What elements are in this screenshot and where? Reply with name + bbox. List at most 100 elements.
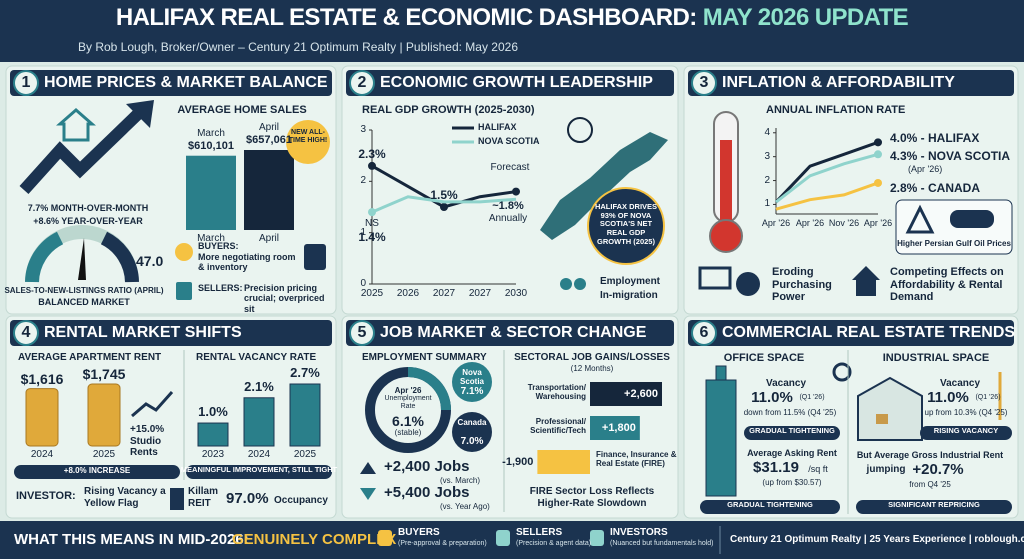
gauge-low [25,231,64,283]
callout-text: HALIFAX DRIVES 93% OF NOVA SCOTIA'S NET … [594,202,658,246]
gear-icon [832,362,852,382]
bar [289,383,321,447]
sellers-label: SELLERS: [198,283,243,293]
house-icon [56,108,96,142]
number-badge [13,70,39,96]
bar [87,383,121,447]
y-tick-label: Finance, Insurance & Real Estate (FIRE) [596,450,677,469]
building-icon [170,488,184,510]
panel-number: 3 [699,74,709,91]
trend-mom: 7.7% MONTH-OVER-MONTH [27,203,149,213]
footer-item: SELLERS [516,527,563,538]
label: But Average Gross Industrial Rent [856,450,1004,460]
point [874,138,882,147]
x-tick-label: 2024 [30,449,54,460]
footer-note: (Pre-approval & preparation) [398,540,487,547]
box-icon [876,414,888,424]
bar-value: 2.7% [290,365,320,380]
series-line [774,140,879,204]
gauge-status: BALANCED MARKET [38,297,130,307]
bar-value: +1,800 [601,422,636,434]
y-tick-label: 3 [360,124,366,135]
oil-label: Higher Persian Gulf Oil Prices [897,239,1011,248]
y-tick-label: Transportation/ Warehousing [527,383,586,402]
value-label: 1.5% [430,188,458,202]
bar-value: 1.0% [198,404,228,420]
legend-label: 4.0% - HALIFAX [890,131,980,145]
y-tick-label: 2 [764,174,770,186]
tower-top [715,365,727,381]
company: Killam REIT [188,486,219,509]
annotation: Annually [488,212,528,224]
jobs-note: (vs. March) [440,476,480,485]
number-badge [691,320,717,346]
jobs-value: +5,400 Jobs [384,484,470,501]
byline: By Rob Lough, Broker/Owner – Century 21 … [78,40,518,54]
region-name: Canada [457,418,487,427]
calc-icon [176,282,192,300]
callout-circle [587,187,665,265]
bar [590,416,640,440]
pill-text: GRADUAL TIGHTENING [749,426,835,435]
chart-title: REAL GDP GROWTH (2025-2030) [362,104,535,116]
chart-title: AVERAGE HOME SALES [177,104,307,116]
occupancy-label: Occupancy [274,495,328,506]
region-circle [452,362,492,402]
x-tick-label: 2024 [247,449,271,460]
donut-text: Unemployment Rate [384,395,432,411]
panel-number: 4 [21,324,31,341]
pill-text: GRADUAL TIGHTENING [727,500,813,509]
point [512,187,520,196]
header-bar [0,0,1024,62]
header-title: HALIFAX REAL ESTATE & ECONOMIC DASHBOARD… [0,4,1024,32]
jobs-note: (vs. Year Ago) [440,502,490,511]
title: HALIFAX REAL ESTATE & ECONOMIC DASHBOARD… [115,4,697,31]
effect: Competing Effects on Affordability & Ren… [890,266,1004,304]
footer-contact: Century 21 Optimum Realty | 25 Years Exp… [730,534,1024,545]
section-title: OFFICE SPACE [723,352,805,364]
bar-value: -1,900 [502,456,534,468]
footer-lead: WHAT THIS MEANS IN MID-2026: [14,531,249,548]
legend-label: 2.8% - CANADA [890,181,981,195]
y-tick-label: 1 [360,226,366,238]
bar-value: $657,061 [246,134,292,146]
map-shape [540,132,668,240]
driver: In-migration [600,290,658,301]
studio: +15.0% Studio Rents [130,424,165,458]
number-badge [349,320,375,346]
y-tick-label: 3 [764,150,770,162]
calc-icon [304,244,326,270]
gauge-label: SALES-TO-NEW-LISTINGS RATIO (APRIL) [4,286,164,295]
panel-number: 6 [699,324,709,341]
occupancy-value: 97.0% [226,490,269,507]
legend-label: 4.3% - NOVA SCOTIA [890,149,1011,163]
footer-icon [590,530,604,546]
panel-header [688,70,1014,96]
bar-value: +2,600 [624,388,658,400]
point [368,208,376,217]
label: jumping [866,464,906,475]
cart-icon [698,266,732,290]
vacancy-value: 11.0% [927,389,969,406]
number-badge [349,70,375,96]
footer-icon [496,530,510,546]
chart-title: SECTORAL JOB GAINS/LOSSES [514,352,670,363]
footer-icon [378,530,392,546]
period: (Q1 '26) [799,394,825,401]
panel-title: INFLATION & AFFORDABILITY [722,74,955,91]
panel-title: HOME PRICES & MARKET BALANCE [44,74,328,91]
bar [186,155,236,230]
donut-text: Apr '26 [394,386,422,395]
gauge-needle [78,238,86,280]
point [874,178,882,187]
x-tick-label: Apr '26 [863,218,893,228]
period: (Q1 '26) [975,394,1001,401]
effect: Eroding Purchasing Power [772,266,832,304]
panel-title: ECONOMIC GROWTH LEADERSHIP [380,74,653,91]
x-tick-label: Apr '26 [795,218,825,228]
pill-text: RISING VACANCY [933,426,999,435]
smile-icon [175,243,193,261]
x-tick-label: March [197,233,225,244]
region-circle [452,412,492,452]
